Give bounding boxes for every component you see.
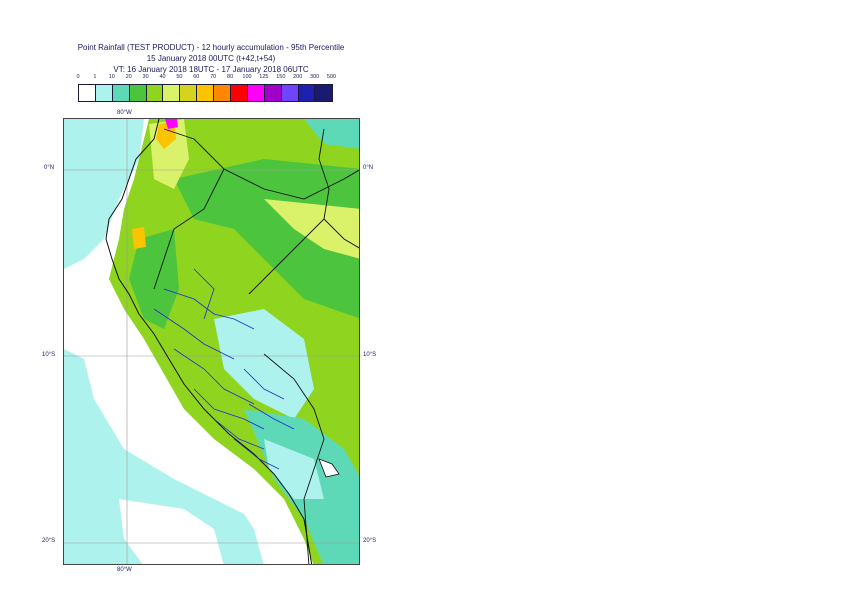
legend-color-box (247, 85, 265, 101)
legend-threshold-label: 150 (276, 74, 286, 80)
legend-threshold-label: 80 (227, 74, 234, 80)
rain-magenta-peak (165, 119, 178, 129)
lat-20-right-label: 20°S (363, 538, 377, 544)
ocean-shading-north (64, 119, 144, 269)
title-line-2: 15 January 2018 00UTC (t+42,t+54) (146, 54, 276, 63)
land-yellow-green (264, 199, 359, 259)
legend-threshold-label: 1 (93, 74, 97, 80)
legend-threshold-label: 10 (108, 74, 115, 80)
legend-threshold-label: 60 (193, 74, 200, 80)
legend-threshold-label: 70 (210, 74, 217, 80)
title-line-3: VT: 16 January 2018 18UTC - 17 January 2… (113, 65, 309, 74)
legend-threshold-label: 100 (242, 74, 252, 80)
legend-color-box (79, 85, 96, 101)
ocean-white-patch (64, 259, 109, 349)
ocean-white-patch-2 (119, 499, 224, 564)
legend-color-box (231, 85, 248, 101)
legend-threshold-label: 50 (176, 74, 183, 80)
legend-color-boxes (78, 84, 334, 102)
legend-color-box (281, 85, 299, 101)
legend-color-box (95, 85, 113, 101)
rainfall-map-svg (64, 119, 359, 564)
legend-threshold-label: 500 (326, 74, 337, 80)
legend-color-box (146, 85, 164, 101)
legend-color-box (264, 85, 282, 101)
legend-threshold-label: 40 (159, 74, 166, 80)
legend-threshold-label: 30 (142, 74, 149, 80)
lat-20-left-label: 20°S (42, 538, 56, 544)
lat-0-left-label: 0°N (44, 165, 55, 171)
rain-orange-coast (132, 227, 146, 249)
legend-threshold-label: 0 (76, 74, 80, 80)
national-border-4 (323, 218, 359, 249)
legend-threshold-label: 20 (125, 74, 132, 80)
legend-color-box (129, 85, 147, 101)
national-border-1 (163, 128, 359, 200)
legend-threshold-label: 125 (259, 74, 269, 80)
coastline (105, 119, 313, 564)
national-border-2 (153, 168, 225, 290)
legend-color-box (180, 85, 198, 101)
legend-color-box (163, 85, 181, 101)
rainfall-map (63, 118, 360, 565)
land-green-coast (129, 229, 179, 329)
lat-10-right-label: 10°S (363, 352, 377, 358)
title-line-1: Point Rainfall (TEST PRODUCT) - 12 hourl… (77, 43, 345, 52)
ocean-shading-west (64, 349, 264, 564)
lake-titicaca (318, 458, 340, 478)
lon-label-top: 80°W (117, 110, 132, 116)
national-border-3 (248, 128, 330, 295)
legend-color-box (214, 85, 232, 101)
legend-threshold-labels: 0 1 10 20 30 40 50 60 70 80 100 125 150 200 300 500 (76, 74, 348, 83)
land-cyan-highland (214, 309, 314, 419)
legend-color-box (197, 85, 215, 101)
legend-color-box (298, 85, 316, 101)
map-title-block: Point Rainfall (TEST PRODUCT) - 12 hourl… (0, 42, 422, 75)
color-legend: 0 1 10 20 30 40 50 60 70 80 100 125 150 200 300 500 (76, 74, 348, 104)
lat-0-right-label: 0°N (363, 165, 374, 171)
lon-label-bottom: 80°W (117, 567, 132, 573)
regional-borders (153, 268, 295, 470)
land-mid-green (174, 159, 359, 319)
land-teal-east (304, 119, 359, 149)
legend-color-box (315, 85, 333, 101)
legend-threshold-label: 300 (310, 74, 320, 80)
lat-10-left-label: 10°S (42, 352, 56, 358)
legend-threshold-label: 200 (293, 74, 303, 80)
legend-color-box (112, 85, 130, 101)
national-border-5 (263, 353, 325, 564)
